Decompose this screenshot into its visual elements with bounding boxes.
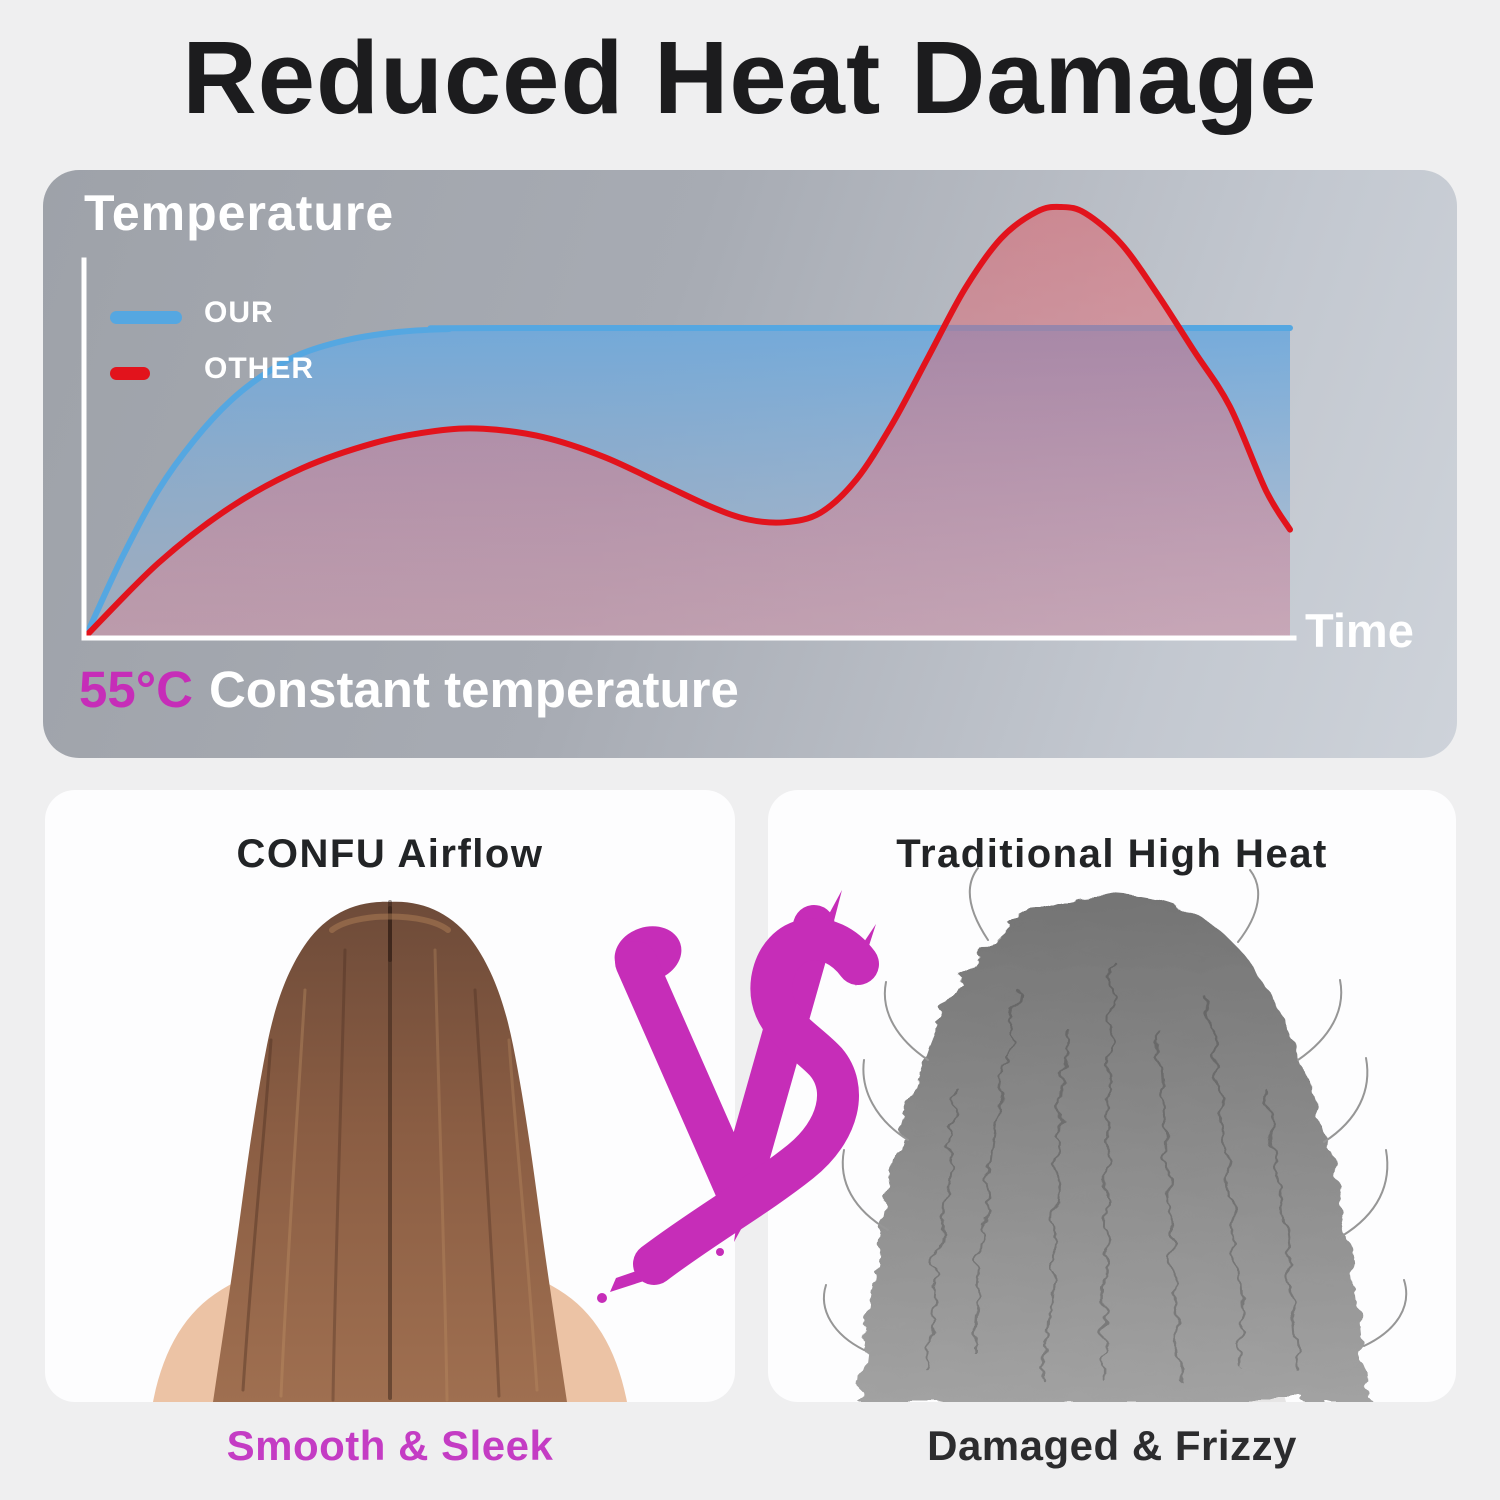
legend-swatch-our (110, 311, 182, 324)
chart-x-axis-label: Time (1305, 604, 1414, 657)
legend-label-other: OTHER (204, 352, 314, 385)
caption-damaged-frizzy: Damaged & Frizzy (927, 1422, 1297, 1469)
footnote-temperature-value: 55°C (79, 661, 193, 718)
chart-y-axis-title: Temperature (84, 185, 395, 241)
smooth-hair-photo (153, 900, 627, 1402)
flyaway-strands (823, 867, 1408, 1351)
frizzy-texture-strands (926, 958, 1300, 1382)
frizzy-hair-photo (823, 867, 1408, 1402)
vs-graphic (592, 886, 892, 1306)
caption-smooth-sleek: Smooth & Sleek (226, 1422, 554, 1469)
hair-strand-highlights (241, 900, 539, 1402)
frizzy-hair-shape (858, 895, 1368, 1402)
card-heading-left: CONFU Airflow (236, 832, 544, 876)
legend-swatch-other (110, 367, 150, 380)
footnote-temperature-text: Constant temperature (208, 661, 739, 718)
legend-label-our: OUR (204, 296, 274, 329)
card-confu-airflow: CONFU Airflow (45, 790, 735, 1402)
chart-footnote: 55°C Constant temperature (79, 660, 739, 719)
page-title: Reduced Heat Damage (182, 20, 1318, 135)
vs-brush-icon (597, 890, 879, 1303)
card-heading-right: Traditional High Heat (896, 832, 1328, 876)
card-traditional-high-heat: Traditional High Heat (768, 790, 1456, 1402)
smooth-hair-shape (213, 901, 567, 1402)
